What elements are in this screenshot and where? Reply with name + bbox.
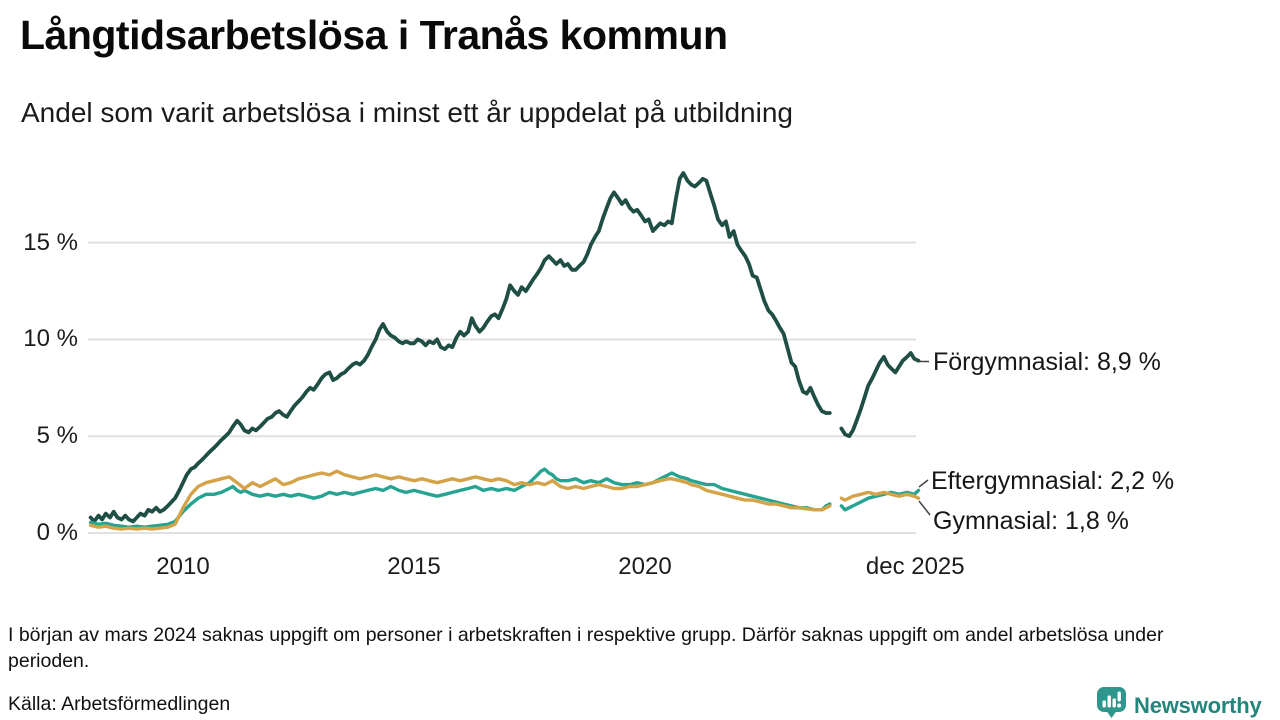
series-line-forgymnasial [88,171,832,524]
series-line-gymnasial [839,490,921,502]
label-connector [918,500,931,516]
series-line-forgymnasial [839,351,921,439]
y-axis-tick-label: 15 % [23,228,78,256]
gridlines [88,241,916,534]
x-axis-tick-label: 2015 [387,553,441,580]
series-line-eftergymnasial [839,488,921,512]
newsworthy-logo: Newsworthy [1096,686,1262,720]
series-line-gymnasial [88,469,832,531]
chart-footnote: I början av mars 2024 saknas uppgift om … [8,624,1164,672]
x-axis-tick-label: 2010 [156,553,210,580]
series-end-label-eftergymnasial: Eftergymnasial: 2,2 % [931,467,1175,495]
newsworthy-logo-text: Newsworthy [1134,692,1262,718]
source-credit: Källa: Arbetsförmedlingen [8,693,231,715]
y-axis-tick-label: 0 % [36,519,78,546]
y-axis-tick-label: 5 % [36,422,78,450]
series-line-eftergymnasial [88,467,832,529]
series-end-label-gymnasial: Gymnasial: 1,8 % [933,507,1129,535]
x-axis-tick-label: dec 2025 [865,553,965,580]
y-axis-tick-label: 10 % [23,325,78,353]
chart-title: Långtidsarbetslösa i Tranås kommun [20,12,728,58]
x-axis-tick-label: 2020 [618,553,672,580]
chart-subtitle: Andel som varit arbetslösa i minst ett å… [21,97,793,128]
newsworthy-logo-icon [1096,686,1127,720]
series-end-label-forgymnasial: Förgymnasial: 8,9 % [933,348,1161,376]
label-connector [918,479,929,488]
